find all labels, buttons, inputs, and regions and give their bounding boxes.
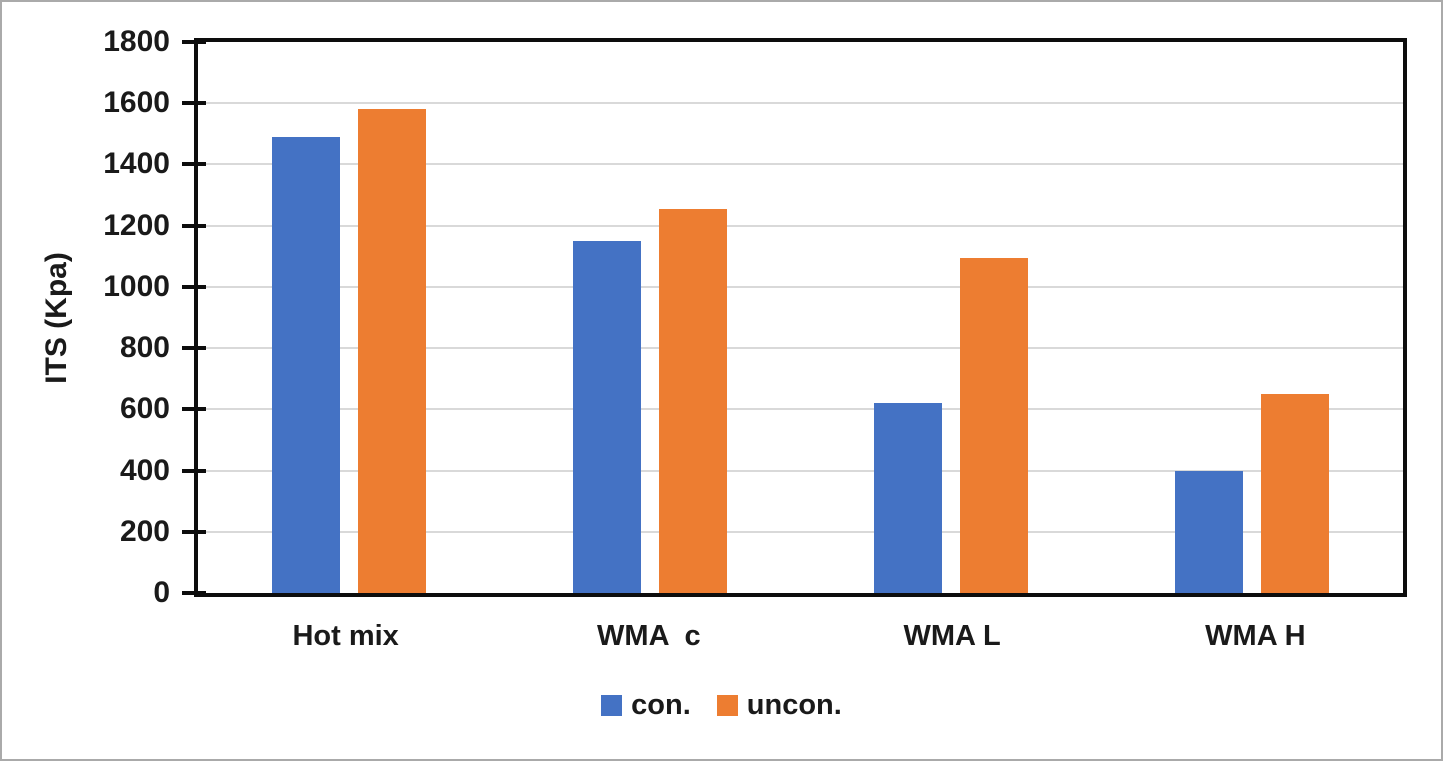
- bar-con: [572, 240, 641, 593]
- y-tick-label: 1600: [103, 86, 170, 120]
- gridline: [198, 469, 1403, 472]
- gridline: [198, 163, 1403, 166]
- y-tick-mark: [182, 407, 206, 412]
- y-tick-mark: [182, 529, 206, 534]
- bar-group-1: [198, 42, 499, 593]
- bar-group-4: [1102, 42, 1403, 593]
- bar-con: [271, 136, 340, 593]
- bar-con: [1175, 470, 1244, 593]
- bar-group-3: [801, 42, 1102, 593]
- bar-uncon: [357, 109, 426, 593]
- x-label-2: WMA c: [597, 620, 701, 652]
- gridline: [198, 530, 1403, 533]
- y-tick-mark: [182, 162, 206, 167]
- y-tick-label: 400: [119, 453, 170, 487]
- gridline: [198, 224, 1403, 227]
- x-label-3: WMA L: [903, 620, 1001, 652]
- legend-entry-con: con.: [601, 690, 691, 720]
- y-tick-label: 0: [153, 576, 170, 609]
- legend: con. uncon.: [2, 690, 1441, 720]
- legend-label: uncon.: [746, 689, 842, 721]
- x-axis-labels: Hot mix WMA c WMA L WMA H: [194, 620, 1407, 653]
- y-tick-mark: [182, 591, 206, 595]
- y-tick-mark: [182, 468, 206, 473]
- x-label-4: WMA H: [1205, 620, 1306, 652]
- bar-uncon: [1261, 394, 1330, 593]
- bar-uncon: [960, 257, 1029, 593]
- y-tick-mark: [182, 40, 206, 44]
- y-tick-mark: [182, 346, 206, 351]
- bar-uncon: [658, 208, 727, 593]
- legend-swatch-icon: [601, 694, 623, 716]
- y-tick-label: 1200: [103, 208, 170, 242]
- gridline: [198, 408, 1403, 411]
- gridline: [198, 285, 1403, 288]
- y-tick-mark: [182, 101, 206, 106]
- gridline: [198, 102, 1403, 105]
- y-tick-label: 200: [119, 514, 170, 548]
- y-tick-mark: [182, 223, 206, 228]
- legend-entry-uncon: uncon.: [716, 689, 842, 721]
- y-tick-label: 1000: [103, 269, 170, 303]
- y-tick-label: 1400: [103, 147, 170, 181]
- legend-swatch-icon: [716, 694, 738, 716]
- bar-groups: [198, 42, 1403, 593]
- y-tick-label: 600: [119, 392, 170, 426]
- bar-con: [874, 403, 943, 593]
- y-tick-label: 800: [119, 331, 170, 365]
- y-tick-mark: [182, 284, 206, 289]
- bar-group-2: [499, 42, 800, 593]
- y-tick-label: 1800: [103, 25, 170, 58]
- x-label-1: Hot mix: [292, 620, 399, 652]
- plot-area: [194, 38, 1407, 597]
- legend-label: con.: [631, 689, 691, 721]
- gridline: [198, 347, 1403, 350]
